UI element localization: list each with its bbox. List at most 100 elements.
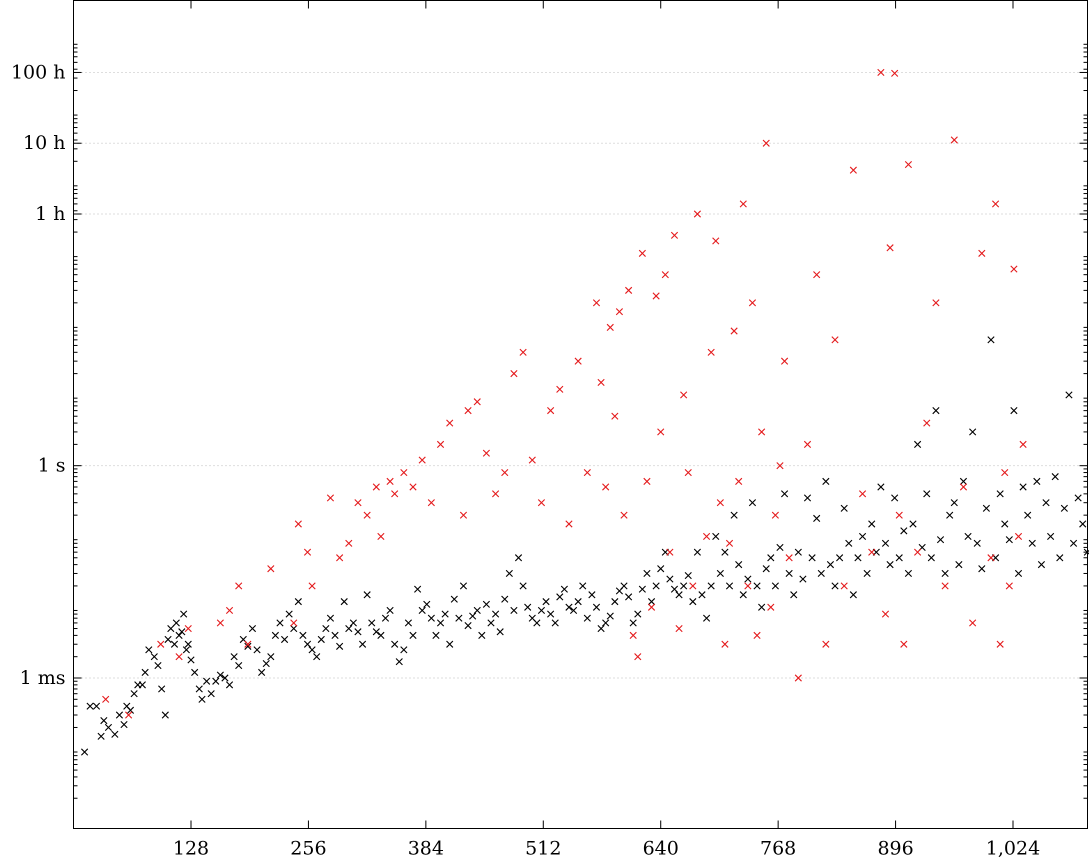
data-point bbox=[203, 677, 211, 685]
data-point bbox=[216, 619, 224, 627]
data-point bbox=[400, 468, 408, 477]
data-point bbox=[955, 561, 963, 569]
data-point bbox=[877, 483, 885, 491]
x-tick-label: 768 bbox=[760, 838, 796, 860]
data-point bbox=[767, 603, 775, 611]
data-point bbox=[932, 299, 940, 307]
grid-lines bbox=[73, 71, 1088, 679]
data-point bbox=[267, 653, 275, 661]
data-point bbox=[308, 646, 316, 654]
data-point bbox=[987, 336, 995, 344]
data-point bbox=[592, 603, 601, 611]
data-point bbox=[739, 200, 747, 208]
data-point bbox=[597, 378, 605, 387]
data-point bbox=[345, 624, 353, 633]
data-point bbox=[180, 610, 188, 618]
data-point bbox=[987, 554, 995, 562]
data-point bbox=[858, 490, 867, 498]
data-point bbox=[216, 671, 224, 679]
data-point bbox=[620, 511, 628, 519]
data-point bbox=[735, 561, 743, 569]
data-point bbox=[184, 640, 192, 648]
data-point bbox=[556, 593, 564, 601]
data-point bbox=[111, 730, 119, 738]
data-point bbox=[565, 603, 573, 611]
data-point bbox=[771, 582, 779, 590]
data-point bbox=[519, 582, 527, 590]
data-point bbox=[689, 598, 697, 606]
data-point bbox=[762, 139, 770, 147]
data-point bbox=[501, 595, 509, 603]
data-point bbox=[157, 640, 165, 648]
data-point bbox=[996, 640, 1004, 648]
data-point bbox=[877, 68, 885, 77]
data-point bbox=[579, 582, 587, 590]
data-point bbox=[900, 527, 908, 535]
data-point bbox=[799, 575, 807, 583]
data-point bbox=[602, 483, 610, 491]
data-point bbox=[776, 462, 784, 470]
data-points bbox=[80, 68, 1089, 756]
data-point bbox=[991, 200, 1000, 208]
data-point bbox=[386, 477, 394, 485]
data-point bbox=[886, 561, 894, 569]
data-point bbox=[794, 674, 802, 682]
data-point bbox=[969, 428, 977, 436]
data-point bbox=[1065, 391, 1073, 399]
data-point bbox=[941, 582, 949, 590]
data-point bbox=[1069, 539, 1078, 547]
data-point bbox=[758, 603, 766, 611]
data-point bbox=[207, 690, 215, 698]
data-point bbox=[900, 640, 908, 648]
data-point bbox=[556, 385, 564, 393]
data-point bbox=[680, 582, 688, 590]
data-point bbox=[225, 606, 234, 615]
data-point bbox=[130, 690, 138, 698]
data-point bbox=[547, 610, 555, 618]
data-point bbox=[248, 624, 257, 633]
data-point bbox=[126, 706, 135, 714]
data-point bbox=[145, 646, 153, 654]
data-point bbox=[510, 606, 518, 615]
data-point bbox=[950, 136, 958, 144]
data-point bbox=[744, 582, 752, 590]
data-point bbox=[276, 619, 284, 627]
data-point bbox=[964, 532, 972, 541]
data-point bbox=[1056, 554, 1064, 562]
data-point bbox=[1028, 539, 1036, 547]
data-point bbox=[941, 569, 949, 578]
data-point bbox=[707, 348, 715, 356]
data-point bbox=[702, 532, 711, 541]
data-point bbox=[537, 499, 546, 507]
data-point bbox=[1019, 483, 1027, 491]
data-point bbox=[195, 685, 203, 693]
data-point bbox=[258, 668, 266, 676]
data-point bbox=[1010, 407, 1018, 415]
y-tick-label: 100 h bbox=[11, 61, 66, 83]
data-point bbox=[271, 631, 279, 639]
data-point bbox=[620, 582, 628, 590]
data-point bbox=[391, 490, 399, 498]
series-0 bbox=[80, 336, 1089, 756]
data-point bbox=[803, 494, 812, 502]
data-point bbox=[1042, 499, 1050, 507]
data-point bbox=[840, 582, 848, 590]
data-point bbox=[340, 598, 348, 606]
data-point bbox=[427, 614, 435, 622]
data-point bbox=[625, 286, 633, 294]
data-point bbox=[336, 554, 344, 562]
data-point bbox=[790, 591, 798, 599]
data-point bbox=[785, 569, 793, 578]
data-point bbox=[368, 619, 376, 627]
data-point bbox=[904, 569, 913, 578]
data-point bbox=[313, 653, 321, 661]
data-point bbox=[150, 653, 158, 661]
data-point bbox=[950, 499, 958, 507]
data-point bbox=[1001, 468, 1009, 477]
data-point bbox=[808, 554, 816, 562]
data-point bbox=[776, 543, 784, 552]
data-point bbox=[831, 582, 839, 590]
data-point bbox=[758, 428, 766, 436]
data-point bbox=[80, 748, 89, 756]
data-point bbox=[748, 299, 757, 307]
